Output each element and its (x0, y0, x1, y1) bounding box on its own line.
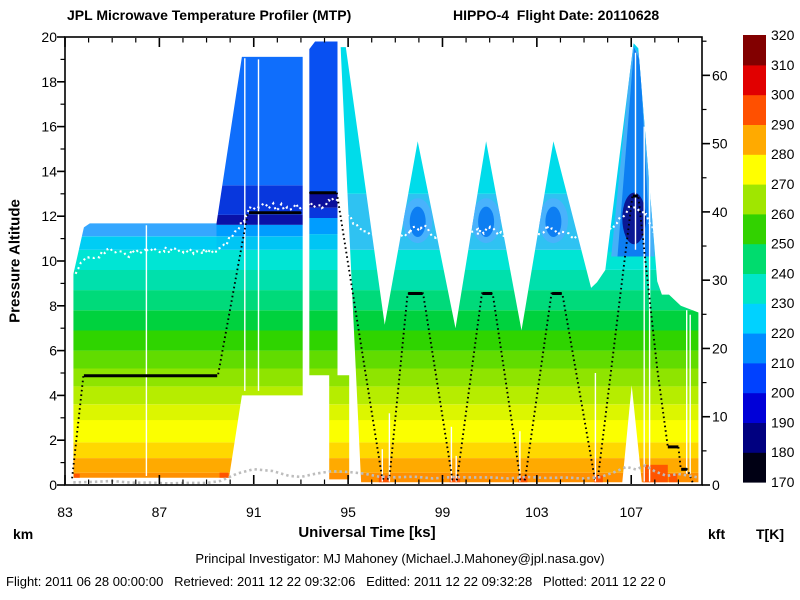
y-left-tick-label: 16 (41, 119, 57, 135)
y-left-tick-label: 14 (41, 163, 57, 179)
region-final-peak (597, 43, 699, 483)
y-left-tick-label: 10 (41, 253, 57, 269)
y-left-tick-label: 18 (41, 74, 57, 90)
y-right-tick-label: 20 (712, 340, 728, 356)
x-tick-label: 83 (57, 504, 73, 520)
colorbar-tick-label: 250 (771, 236, 795, 252)
region-climb-column (216, 56, 303, 478)
colorbar-tick-label: 300 (771, 87, 795, 103)
surface-trace (73, 463, 698, 485)
colorbar-tick-label: 200 (771, 385, 795, 401)
plot-title-left: JPL Microwave Temperature Profiler (MTP) (67, 7, 352, 23)
x-tick-label: 91 (246, 504, 262, 520)
colorbar-tick-label: 220 (771, 325, 795, 341)
tropopause-trace (74, 196, 659, 275)
flight-altitude-trace (71, 191, 694, 483)
x-tick-label: 107 (620, 504, 644, 520)
y-left-tick-label: 8 (49, 298, 57, 314)
y-right-tick-label: 30 (712, 272, 728, 288)
colorbar-tick-label: 190 (771, 414, 795, 430)
y-right-tick-label: 60 (712, 67, 728, 83)
y-left-tick-label: 0 (49, 477, 57, 493)
region-profile-triangles (340, 47, 597, 483)
region-ferry-leg (73, 223, 217, 478)
file-status-line: Flight: 2011 06 28 00:00:00 Retrieved: 2… (6, 574, 666, 589)
colorbar-tick-label: 210 (771, 355, 795, 371)
principal-investigator-line: Principal Investigator: MJ Mahoney (Mich… (195, 551, 605, 566)
y-left-tick-label: 4 (49, 387, 57, 403)
colorbar-tick-label: 290 (771, 116, 795, 132)
colorbar-unit-label: T[K] (756, 526, 784, 542)
colorbar-tick-label: 240 (771, 265, 795, 281)
y-left-tick-label: 20 (41, 29, 57, 45)
colorbar-tick-label: 230 (771, 295, 795, 311)
km-unit-label: km (13, 526, 34, 542)
temperature-colorbar (743, 35, 766, 483)
region-high-column (309, 41, 350, 480)
colorbar-tick-label: 170 (771, 474, 795, 490)
colorbar-tick-label: 310 (771, 57, 795, 73)
y-left-tick-label: 2 (49, 432, 57, 448)
y-right-tick-label: 40 (712, 204, 728, 220)
x-axis-title: Universal Time [ks] (298, 524, 436, 541)
x-tick-label: 99 (435, 504, 451, 520)
x-tick-label: 95 (340, 504, 356, 520)
colorbar-tick-label: 270 (771, 176, 795, 192)
y-right-tick-label: 50 (712, 136, 728, 152)
kft-unit-label: kft (708, 526, 726, 542)
y-axis-title: Pressure Altitude (6, 199, 24, 323)
colorbar-tick-label: 280 (771, 146, 795, 162)
y-left-tick-label: 6 (49, 343, 57, 359)
plot-title-right: HIPPO-4 Flight Date: 20110628 (453, 7, 660, 23)
colorbar-tick-label: 320 (771, 27, 795, 43)
y-left-tick-label: 12 (41, 208, 57, 224)
x-tick-label: 87 (152, 504, 168, 520)
y-right-tick-label: 10 (712, 409, 728, 425)
colorbar-tick-label: 260 (771, 206, 795, 222)
x-tick-label: 103 (525, 504, 549, 520)
y-right-tick-label: 0 (712, 477, 720, 493)
colorbar-tick-label: 180 (771, 444, 795, 460)
